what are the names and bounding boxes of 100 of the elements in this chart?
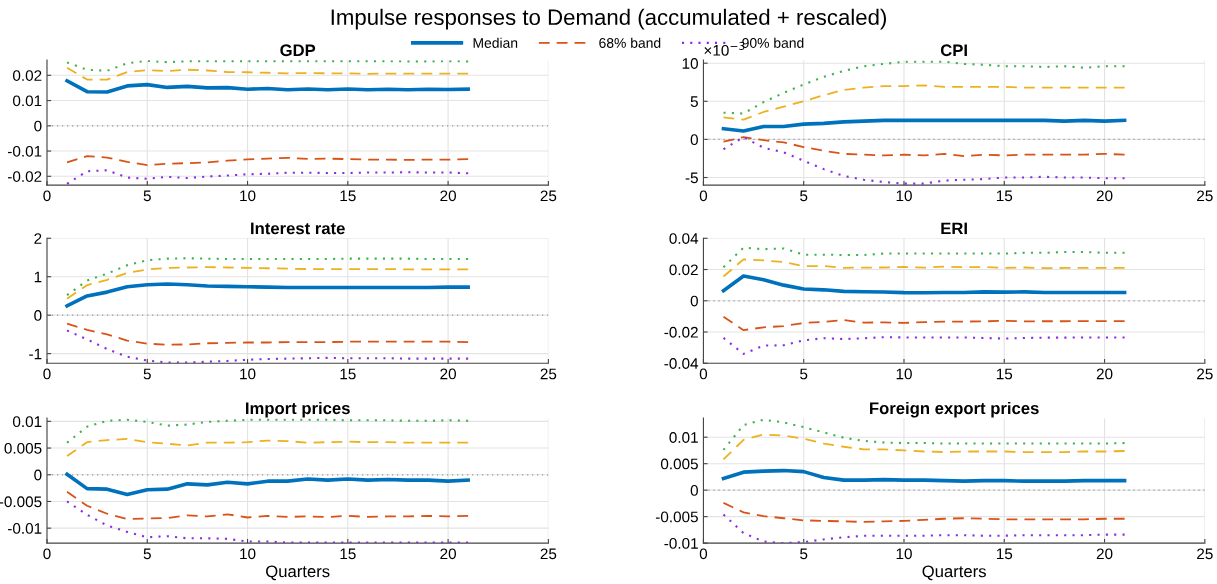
line-series [65,329,470,364]
y-tick-label: -0.02 [7,171,42,182]
x-tick-label: 0 [699,368,708,380]
x-tick-label: 25 [540,368,557,380]
legend-label: 68% band [599,37,661,48]
x-tick-label: 15 [340,190,356,202]
line-series [66,66,470,81]
y-tick-label: 0 [690,485,698,496]
y-tick-label: 0.02 [669,264,698,276]
chart-title: ERI [941,222,967,235]
y-tick-label: 5 [690,96,698,107]
line-series [721,118,1127,133]
x-tick-label: 20 [440,548,456,560]
y-tick-label: -5 [685,172,698,184]
line-series [66,322,470,346]
x-tick-label: 5 [143,368,151,380]
x-tick-label: 10 [240,368,256,380]
line-series [722,84,1126,121]
x-tick-label: 10 [896,548,912,560]
line-series [722,513,1126,544]
line-series [722,136,1126,185]
x-tick-label: 25 [1197,368,1213,380]
y-tick-label: 10 [682,58,698,69]
y-tick-label: 0.005 [660,458,698,470]
legend-label: Median [473,37,518,48]
line-series [65,418,470,444]
y-tick-label: 1 [34,271,42,283]
y-tick-label: 0.01 [12,416,42,428]
x-tick-label: 25 [540,548,557,560]
x-tick-label: 0 [43,368,51,380]
y-tick-label: -0.01 [7,145,42,157]
y-tick-label: 0.01 [669,432,698,443]
x-tick-label: 5 [800,368,808,380]
y-tick-label: -0.01 [664,537,698,549]
line-series [66,155,470,167]
line-series [66,266,470,300]
x-tick-label: 20 [1096,548,1113,560]
x-tick-label: 15 [340,548,356,560]
y-tick-label: -0.005 [655,511,698,523]
x-tick-label: 5 [143,190,151,202]
x-tick-label: 0 [43,548,51,560]
line-series [722,418,1126,451]
line-series [65,257,470,297]
y-tick-label: 0.005 [4,442,42,454]
y-tick-label: -1 [29,348,42,360]
chart-title: Foreign export prices [870,401,1039,418]
x-tick-label: 20 [440,190,456,202]
y-tick-label: 0 [690,295,698,307]
y-tick-label: 0.01 [12,95,42,107]
y-tick-label: 2 [34,233,42,244]
line-series [722,336,1126,355]
line-series [722,136,1126,158]
x-tick-label: 5 [800,548,808,560]
y-tick-label: -0.02 [664,326,698,338]
x-tick-label: 5 [800,190,808,202]
x-axis-title: Quarters [266,565,330,581]
line-series [66,490,470,520]
x-tick-label: 0 [43,190,51,202]
y-tick-label: 0 [34,310,42,321]
x-tick-label: 5 [143,548,151,560]
chart-title: Interest rate [251,222,345,235]
line-series [722,60,1126,115]
x-tick-label: 25 [540,190,557,202]
x-tick-label: 20 [440,368,456,380]
line-series [65,60,470,72]
y-tick-label: -0.01 [7,523,42,534]
y-tick-label: 0 [34,469,42,481]
line-series [65,282,470,308]
line-series [66,438,470,457]
x-tick-label: 0 [699,548,708,560]
line-series [721,468,1127,483]
line-series [65,79,470,94]
line-series [722,258,1126,278]
x-tick-label: 20 [1096,190,1113,202]
x-tick-label: 15 [996,368,1013,380]
y-tick-label: 0.02 [12,70,42,81]
x-tick-label: 10 [896,190,912,202]
x-tick-label: 20 [1096,368,1113,380]
y-tick-label: -0.005 [0,496,42,508]
line-series [722,246,1126,269]
line-series [65,169,470,185]
x-tick-label: 10 [240,190,256,202]
line-series [721,274,1127,295]
y-tick-label: 0.04 [669,233,699,244]
line-series [722,315,1126,332]
x-tick-label: 25 [1197,548,1213,560]
x-tick-label: 10 [240,548,256,560]
line-series [65,500,470,544]
y-tick-label: -0.04 [664,358,699,369]
x-axis-title: Quarters [922,565,986,581]
x-tick-label: 0 [699,190,708,202]
y-tick-label: 0 [34,120,42,132]
text: Impulse responses to Demand (accumulated + rescaled) [331,8,886,30]
line-series [722,433,1126,461]
y-tick-label: 0 [690,134,698,146]
line-series [65,472,470,497]
chart-title: GDP [280,44,316,57]
x-tick-label: 15 [340,368,356,380]
x-tick-label: 10 [896,368,912,380]
x-tick-label: 15 [996,548,1013,560]
